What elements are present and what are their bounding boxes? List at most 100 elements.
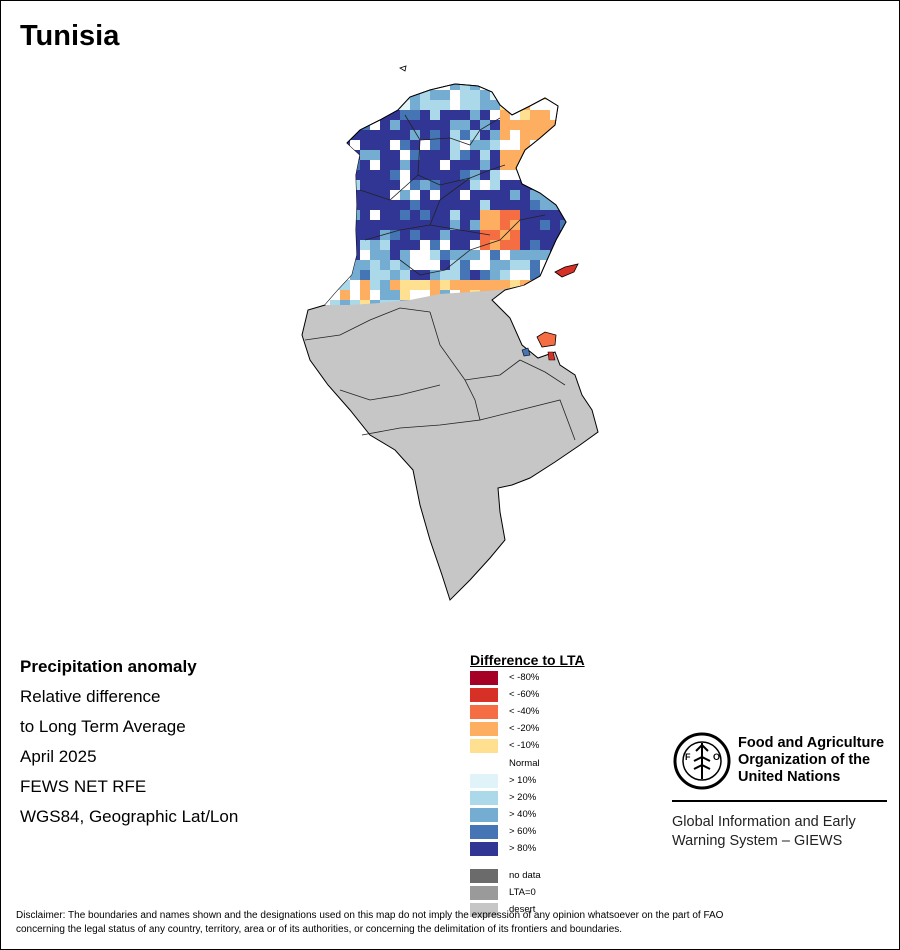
grid-cell [510, 110, 520, 120]
grid-cell [490, 280, 500, 290]
legend-label: > 10% [509, 775, 537, 786]
grid-cell [430, 270, 440, 280]
grid-cell [380, 290, 390, 300]
grid-cell [560, 130, 566, 140]
grid-cell [440, 180, 450, 190]
grid-cell [540, 110, 550, 120]
grid-cell [470, 84, 480, 90]
grid-cell [510, 160, 520, 170]
grid-cell [400, 230, 410, 240]
grid-cell [500, 110, 510, 120]
grid-cell [510, 230, 520, 240]
legend-swatch [470, 825, 498, 839]
grid-cell [520, 170, 530, 180]
grid-cell [480, 180, 490, 190]
grid-cell [540, 300, 550, 305]
grid-cell [370, 300, 380, 305]
grid-cell [350, 250, 360, 260]
grid-cell [420, 270, 430, 280]
grid-cell [380, 210, 390, 220]
grid-cell [550, 200, 560, 210]
grid-cell [450, 220, 460, 230]
grid-cell [480, 280, 490, 290]
grid-cell [500, 100, 510, 110]
grid-cell [500, 200, 510, 210]
grid-cell [420, 190, 430, 200]
grid-cell [410, 270, 420, 280]
grid-cell [340, 180, 350, 190]
grid-cell [360, 130, 370, 140]
grid-cell [560, 190, 566, 200]
grid-cell [430, 280, 440, 290]
grid-cell [560, 230, 566, 240]
grid-cell [490, 170, 500, 180]
giews-line2: Warning System – GIEWS [672, 833, 843, 849]
grid-cell [460, 240, 470, 250]
grid-cell [540, 280, 550, 290]
grid-cell [370, 110, 380, 120]
legend-title: Difference to LTA [470, 652, 585, 668]
grid-cell [520, 210, 530, 220]
grid-cell [560, 290, 566, 300]
grid-cell [470, 240, 480, 250]
grid-cell [450, 250, 460, 260]
grid-cell [480, 100, 490, 110]
grid-cell [490, 120, 500, 130]
legend-label: < -40% [509, 706, 540, 717]
grid-cell [390, 100, 400, 110]
grid-cell [510, 170, 520, 180]
grid-cell [540, 180, 550, 190]
grid-cell [410, 160, 420, 170]
grid-cell [390, 230, 400, 240]
legend-swatch [470, 722, 498, 736]
grid-cell [550, 84, 560, 90]
grid-cell [470, 140, 480, 150]
grid-cell [570, 170, 580, 180]
grid-cell [550, 160, 560, 170]
grid-cell [390, 220, 400, 230]
legend-label: > 80% [509, 843, 537, 854]
grid-cell [350, 230, 360, 240]
grid-cell [550, 280, 560, 290]
grid-cell [520, 120, 530, 130]
grid-cell [340, 220, 350, 230]
grid-cell [330, 240, 340, 250]
grid-cell [370, 240, 380, 250]
grid-cell [410, 100, 420, 110]
grid-cell [330, 190, 340, 200]
grid-cell [450, 230, 460, 240]
grid-cell [520, 300, 530, 305]
legend-item: no data [470, 869, 610, 883]
grid-cell [400, 200, 410, 210]
grid-cell [570, 140, 580, 150]
grid-cell [325, 180, 330, 190]
grid-cell [520, 140, 530, 150]
admin-boundaries [304, 114, 576, 441]
grid-cell [340, 90, 350, 100]
grid-cell [440, 190, 450, 200]
grid-cell [430, 90, 440, 100]
grid-cell [570, 180, 580, 190]
grid-cell [520, 240, 530, 250]
grid-cell [410, 210, 420, 220]
grid-cell [440, 260, 450, 270]
grid-cell [570, 90, 580, 100]
grid-cell [560, 170, 566, 180]
grid-cell [510, 300, 520, 305]
grid-cell [520, 290, 530, 300]
grid-cell [420, 160, 430, 170]
grid-cell [325, 110, 330, 120]
legend-item: < -20% [470, 722, 610, 736]
fao-logo-icon: F O [673, 732, 731, 790]
grid-cell [530, 100, 540, 110]
grid-cell [450, 270, 460, 280]
grid-cell [330, 170, 340, 180]
grid-cell [430, 190, 440, 200]
grid-cell [440, 240, 450, 250]
grid-cell [520, 84, 530, 90]
grid-cell [380, 140, 390, 150]
grid-cell [340, 280, 350, 290]
grid-cell [460, 120, 470, 130]
grid-cell [390, 120, 400, 130]
grid-cell [570, 80, 580, 90]
